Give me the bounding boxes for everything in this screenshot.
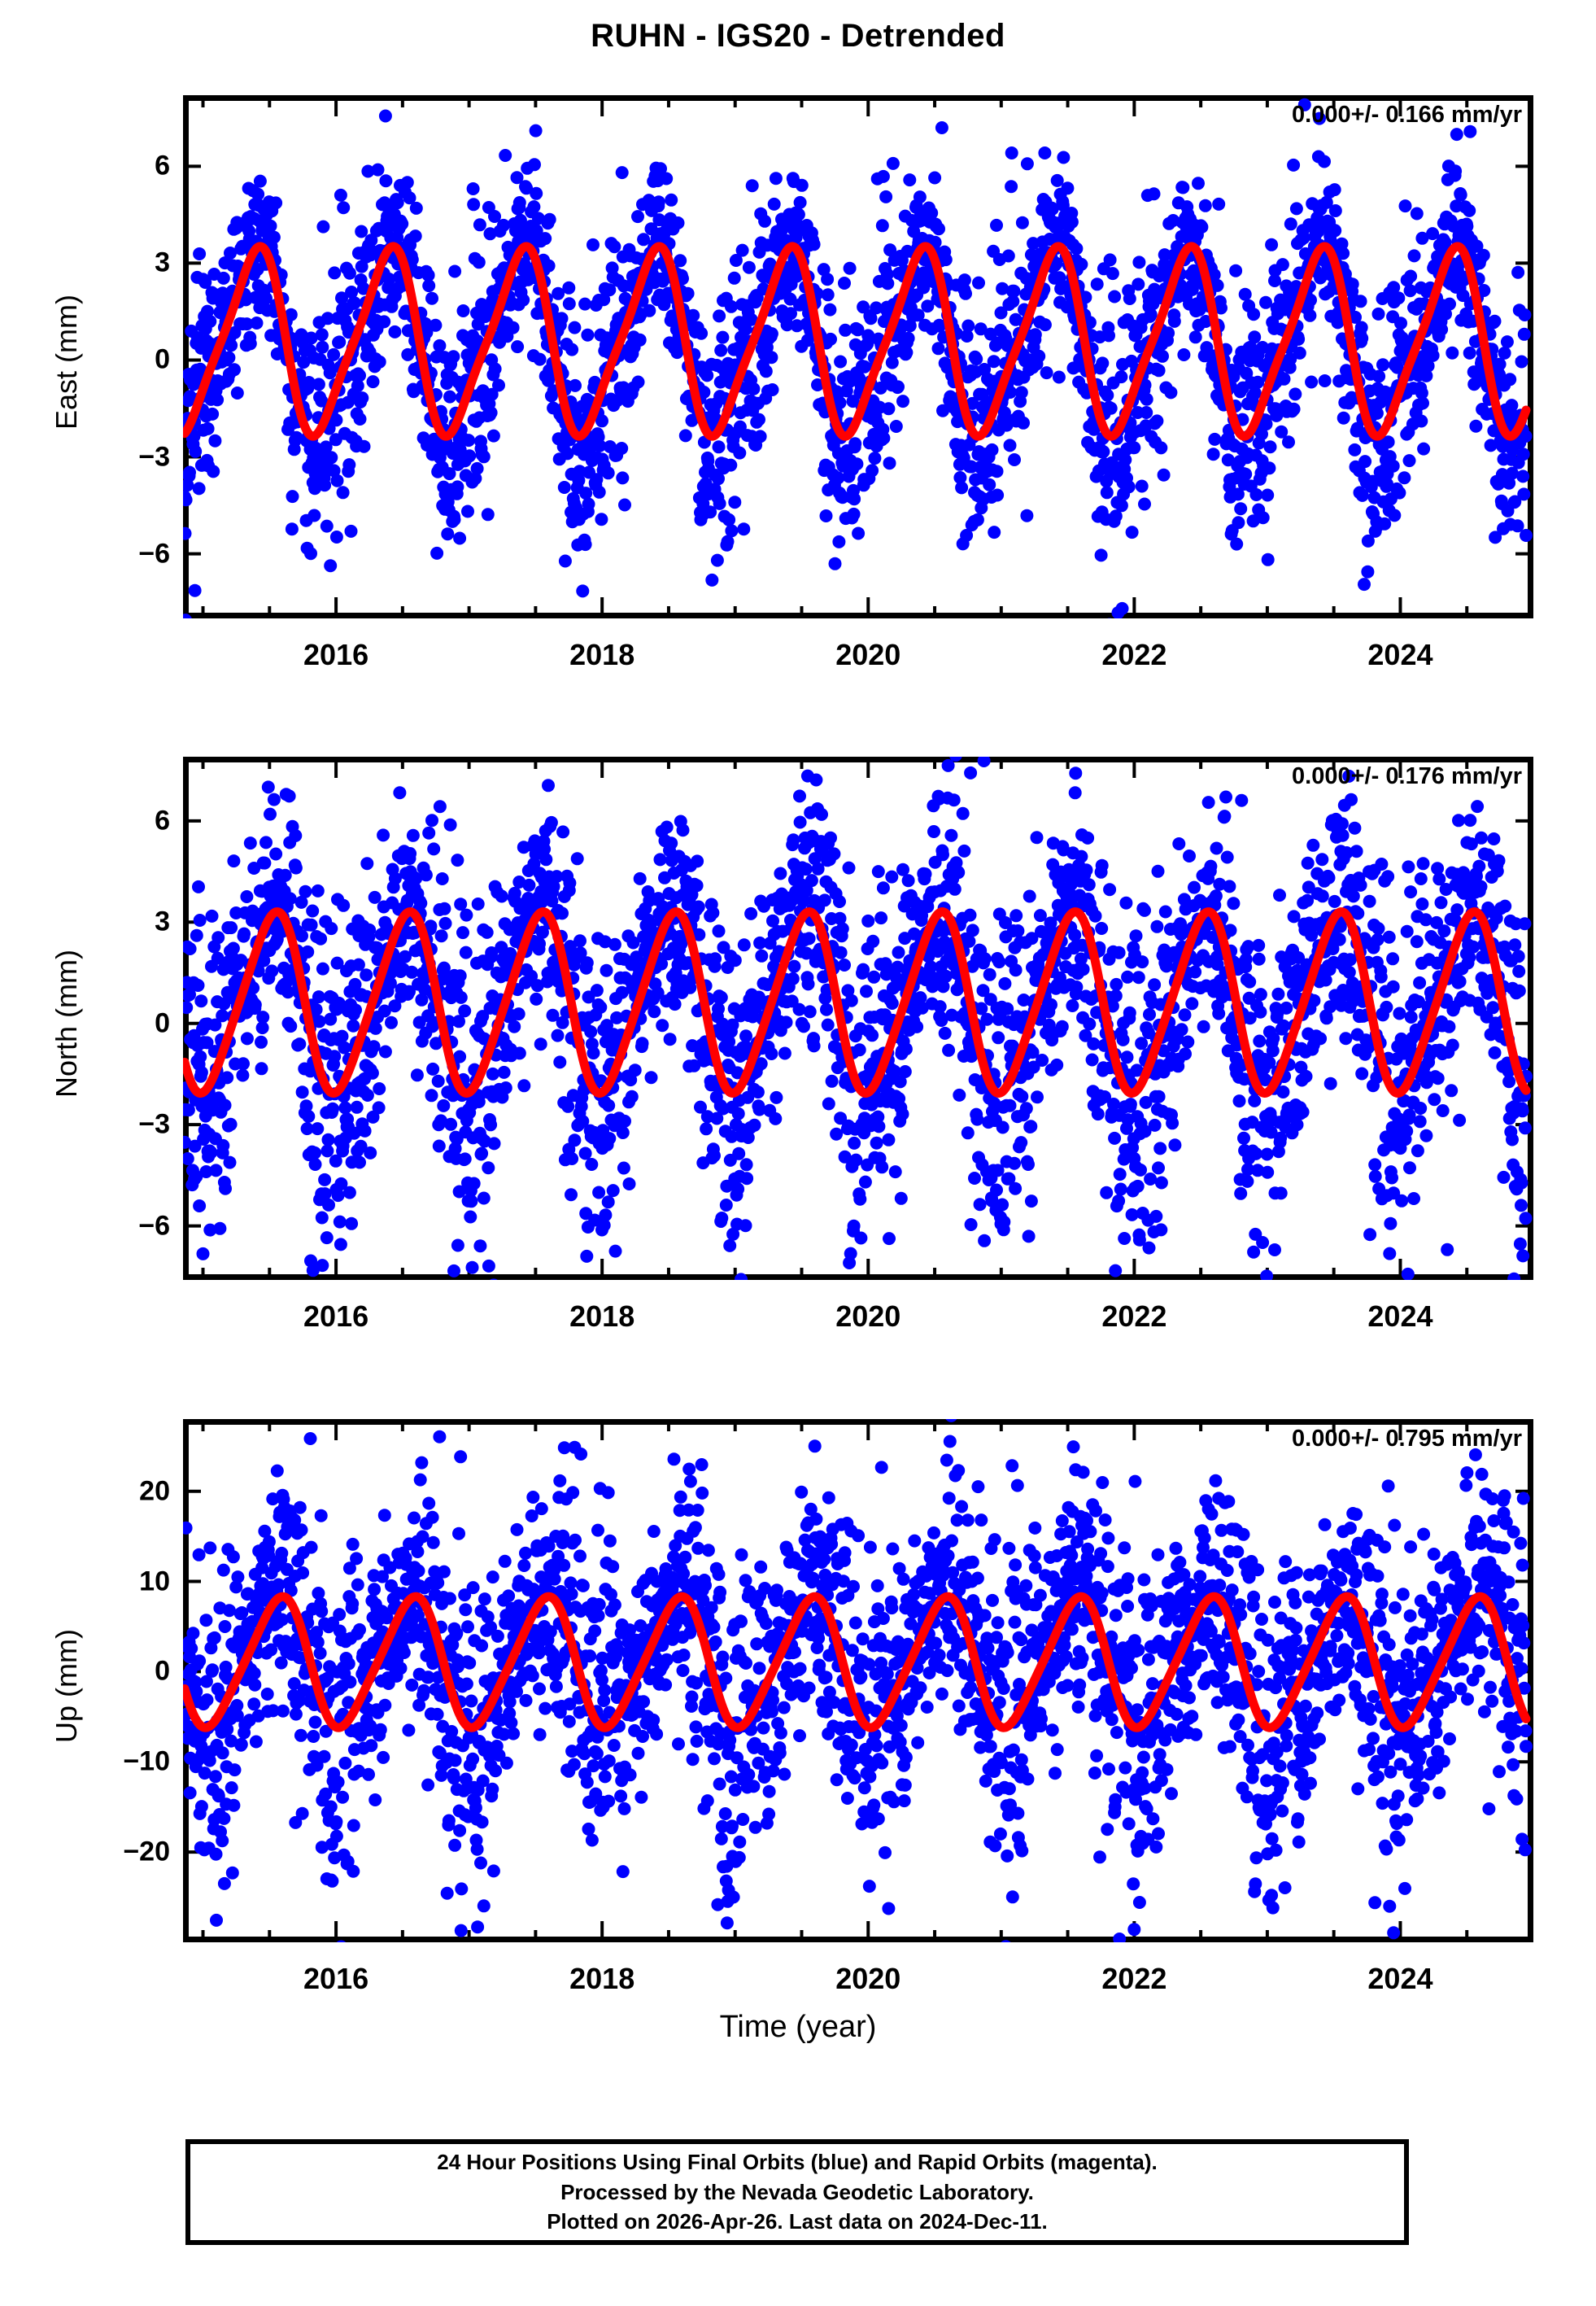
caption-line-1: 24 Hour Positions Using Final Orbits (bl… — [437, 2149, 1158, 2174]
panel-up-plot — [183, 1419, 1533, 1942]
xtick-label: 2018 — [569, 1299, 635, 1333]
ytick-label: 10 — [139, 1566, 170, 1597]
caption-box: 24 Hour Positions Using Final Orbits (bl… — [185, 2139, 1409, 2245]
panel-north-rate-annotation: 0.000+/- 0.176 mm/yr — [1292, 763, 1522, 789]
xtick-label: 2016 — [303, 1299, 369, 1333]
panel-east-ylabel: East (mm) — [50, 295, 83, 430]
xtick-label: 2018 — [569, 1962, 635, 1995]
panel-north-plot — [183, 757, 1533, 1280]
ytick-label: −20 — [123, 1836, 170, 1867]
ytick-label: 0 — [155, 1655, 170, 1687]
ytick-label: 6 — [155, 150, 170, 181]
panel-up: 0.000+/- 0.795 mm/yr — [183, 1419, 1533, 1942]
panel-east-rate-annotation: 0.000+/- 0.166 mm/yr — [1292, 102, 1522, 128]
xtick-label: 2020 — [835, 1299, 901, 1333]
ytick-label: 20 — [139, 1475, 170, 1507]
ytick-label: 0 — [155, 1007, 170, 1039]
panel-north: 0.000+/- 0.176 mm/yr — [183, 757, 1533, 1280]
xtick-label: 2024 — [1367, 1299, 1433, 1333]
figure-title: RUHN - IGS20 - Detrended — [591, 18, 1005, 54]
xtick-label: 2022 — [1101, 1299, 1167, 1333]
panel-up-xtick-labels: 2016 2018 2020 2022 2024 — [183, 1962, 1533, 2002]
panel-up-rate-annotation: 0.000+/- 0.795 mm/yr — [1292, 1426, 1522, 1452]
ytick-label: 3 — [155, 906, 170, 937]
xtick-label: 2024 — [1367, 638, 1433, 671]
ytick-label: −6 — [138, 1210, 170, 1242]
panel-north-xtick-labels: 2016 2018 2020 2022 2024 — [183, 1299, 1533, 1340]
xtick-label: 2020 — [835, 1962, 901, 1995]
xtick-label: 2016 — [303, 638, 369, 671]
panel-east-plot — [183, 95, 1533, 618]
panel-up-ylabel: Up (mm) — [50, 1629, 83, 1743]
xtick-label: 2018 — [569, 638, 635, 671]
ytick-label: 0 — [155, 343, 170, 375]
xtick-label: 2022 — [1101, 638, 1167, 671]
panel-north-ytick-labels: 6 3 0 −3 −6 — [92, 757, 170, 1280]
xtick-label: 2016 — [303, 1962, 369, 1995]
x-axis-label: Time (year) — [719, 2010, 877, 2044]
panel-east-ytick-labels: 6 3 0 −3 −6 — [92, 95, 170, 618]
ytick-label: −10 — [123, 1745, 170, 1777]
ytick-label: −6 — [138, 538, 170, 570]
ytick-label: −3 — [138, 1108, 170, 1140]
ytick-label: 6 — [155, 805, 170, 836]
panel-east: 0.000+/- 0.166 mm/yr — [183, 95, 1533, 618]
panel-up-ytick-labels: 20 10 0 −10 −20 — [92, 1419, 170, 1942]
ytick-label: 3 — [155, 247, 170, 278]
xtick-label: 2024 — [1367, 1962, 1433, 1995]
panel-east-xtick-labels: 2016 2018 2020 2022 2024 — [183, 638, 1533, 679]
caption-line-2: Processed by the Nevada Geodetic Laborat… — [560, 2179, 1034, 2204]
caption-line-3: Plotted on 2026-Apr-26. Last data on 202… — [547, 2209, 1048, 2234]
xtick-label: 2020 — [835, 638, 901, 671]
xtick-label: 2022 — [1101, 1962, 1167, 1995]
ytick-label: −3 — [138, 441, 170, 473]
panel-north-ylabel: North (mm) — [50, 950, 83, 1098]
